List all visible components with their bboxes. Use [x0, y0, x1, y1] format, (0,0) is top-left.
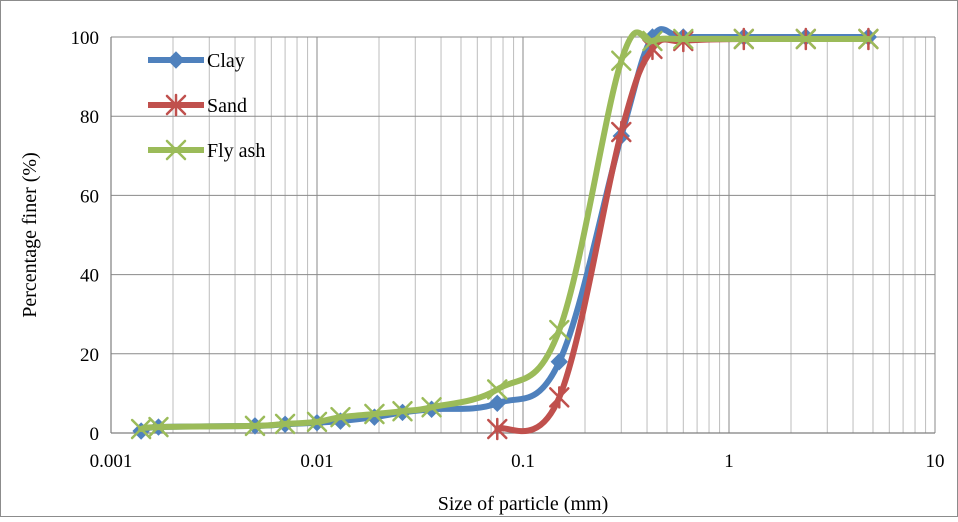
legend-marker-fly-ash — [165, 139, 187, 161]
data-point-fly-ash — [392, 400, 413, 422]
data-point-fly-ash — [421, 397, 442, 418]
x-tick-label: 0.1 — [511, 451, 535, 472]
data-point-fly-ash — [795, 28, 817, 50]
data-point-sand — [487, 417, 508, 441]
data-point-fly-ash — [364, 403, 385, 425]
x-axis-title: Size of particle (mm) — [438, 493, 609, 515]
y-axis-title: Percentage finer (%) — [19, 152, 41, 317]
data-point-fly-ash — [642, 30, 663, 52]
data-point-fly-ash — [549, 319, 570, 341]
series-layer — [130, 26, 879, 441]
data-point-clay — [550, 353, 568, 371]
legend-item-fly-ash: Fly ash — [148, 139, 265, 162]
legend-label-clay: Clay — [207, 50, 245, 72]
data-point-fly-ash — [487, 379, 508, 400]
legend-item-sand: Sand — [148, 93, 247, 117]
y-tick-label: 20 — [80, 345, 99, 366]
grid — [110, 36, 936, 434]
y-tick-label: 60 — [80, 186, 99, 207]
data-point-fly-ash — [244, 415, 266, 437]
x-tick-label: 1 — [724, 451, 734, 472]
y-tick-label: 80 — [80, 107, 99, 128]
data-point-fly-ash — [130, 418, 152, 440]
legend-marker-sand — [165, 93, 187, 117]
y-tick-label: 40 — [80, 266, 99, 287]
y-tick-label: 0 — [90, 424, 100, 445]
x-tick-label: 0.01 — [300, 451, 333, 472]
data-point-fly-ash — [274, 413, 296, 435]
legend: Clay Sand Fly ash — [148, 50, 265, 162]
legend-marker-clay — [167, 51, 185, 69]
data-point-fly-ash — [306, 411, 328, 433]
data-point-sand — [549, 386, 570, 409]
legend-label-fly-ash: Fly ash — [207, 140, 265, 162]
data-point-sand — [611, 120, 632, 144]
data-point-fly-ash — [611, 50, 632, 72]
data-point-fly-ash — [858, 28, 879, 50]
data-point-clay — [488, 394, 506, 413]
data-point-fly-ash — [673, 28, 694, 50]
data-point-fly-ash — [148, 416, 169, 438]
data-point-fly-ash — [330, 406, 351, 428]
data-point-fly-ash — [733, 28, 755, 50]
y-tick-label: 100 — [71, 28, 100, 49]
x-tick-label: 10 — [926, 451, 945, 472]
legend-label-sand: Sand — [207, 95, 247, 117]
x-tick-label: 0.001 — [90, 451, 133, 472]
legend-item-clay: Clay — [148, 50, 245, 72]
